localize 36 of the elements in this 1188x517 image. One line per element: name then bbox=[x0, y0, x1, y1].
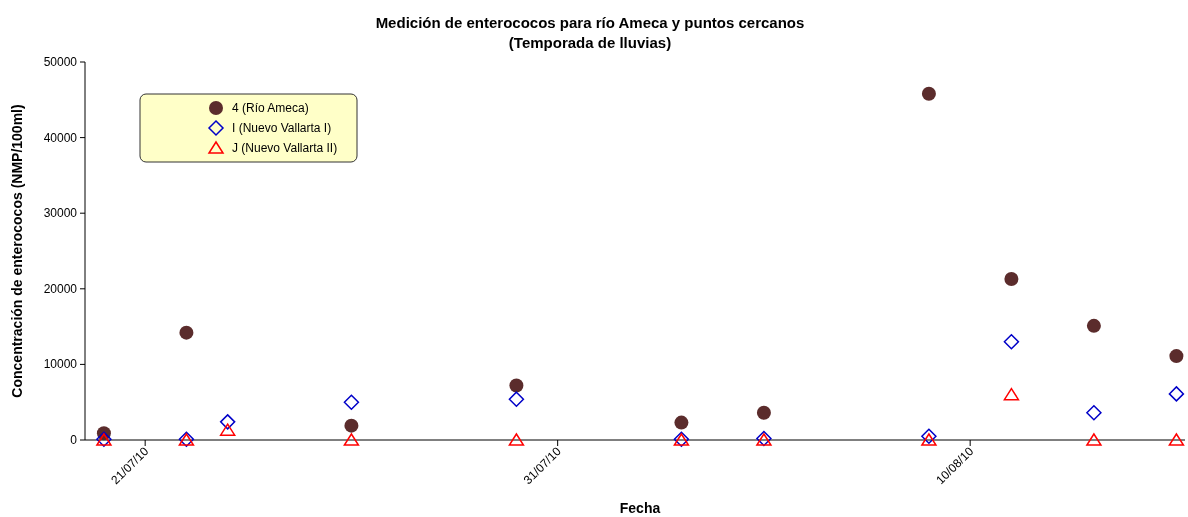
point bbox=[1168, 433, 1185, 446]
point bbox=[921, 86, 936, 101]
legend-label: J (Nuevo Vallarta II) bbox=[232, 141, 338, 155]
point bbox=[509, 378, 524, 393]
point bbox=[1086, 318, 1101, 333]
y-tick-label: 20000 bbox=[43, 281, 78, 296]
legend-label: 4 (Río Ameca) bbox=[232, 101, 309, 115]
point bbox=[343, 433, 360, 446]
chart-subtitle: (Temporada de lluvias) bbox=[508, 34, 672, 51]
y-tick-label: 50000 bbox=[43, 55, 78, 69]
point bbox=[756, 405, 771, 420]
point bbox=[1168, 386, 1185, 402]
y-tick-label: 0 bbox=[70, 433, 78, 447]
x-axis-title: Fecha bbox=[619, 500, 661, 516]
point bbox=[508, 391, 525, 407]
point bbox=[1086, 433, 1102, 446]
point bbox=[1169, 349, 1184, 364]
point bbox=[508, 433, 525, 446]
point bbox=[344, 418, 359, 433]
y-tick-label: 30000 bbox=[43, 206, 78, 221]
point bbox=[921, 433, 937, 446]
point bbox=[1086, 405, 1102, 421]
legend-label: I (Nuevo Vallarta I) bbox=[232, 121, 332, 135]
y-axis-title: Concentración de enterococos (NMP/100ml) bbox=[9, 104, 25, 398]
y-tick-label: 10000 bbox=[43, 357, 78, 372]
point bbox=[1004, 271, 1019, 286]
y-tick-label: 40000 bbox=[43, 130, 78, 145]
point bbox=[921, 428, 937, 444]
chart-title: Medición de enterococos para río Ameca y puntos cercanos bbox=[375, 14, 805, 31]
point bbox=[1003, 387, 1020, 401]
point bbox=[1003, 333, 1020, 350]
point bbox=[219, 423, 236, 436]
point bbox=[179, 325, 194, 340]
point bbox=[343, 394, 360, 410]
point bbox=[219, 414, 236, 430]
point bbox=[674, 415, 689, 430]
